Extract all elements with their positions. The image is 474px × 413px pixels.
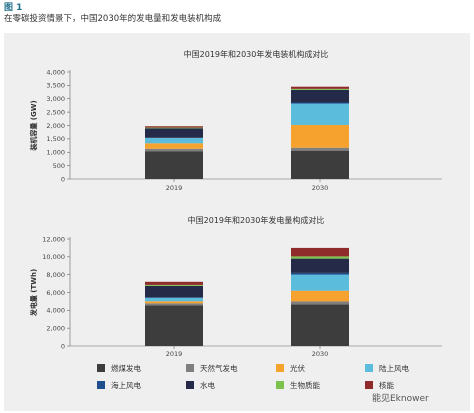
- bar-segment: [291, 102, 349, 104]
- legend-label: 光伏: [290, 363, 305, 373]
- bar-segment: [291, 124, 349, 148]
- y-tick-label: 4,000: [46, 307, 65, 315]
- y-tick-label: 12,000: [42, 235, 65, 243]
- chart-canvas: 中国2019年和2030年发电装机构成对比 0 500 1,000 1,500 2,000…: [29, 49, 442, 404]
- bar-segment: [145, 301, 203, 304]
- legend-label: 生物质能: [290, 380, 320, 390]
- legend-label: 燃煤发电: [111, 363, 141, 373]
- bar-segment: [291, 272, 349, 275]
- y-tick-label: 0: [61, 342, 65, 350]
- x-tick-label: 2019: [166, 350, 183, 358]
- bar-segment: [145, 128, 203, 138]
- figure-label: 图 1: [4, 3, 23, 13]
- bar-segment: [145, 281, 203, 285]
- bar-segment: [145, 126, 203, 128]
- y-axis-label: 发电量 (TWh): [29, 269, 38, 317]
- legend-label: 水电: [200, 380, 215, 390]
- y-tick-label: 2,000: [46, 324, 65, 332]
- capacity-chart: 中国2019年和2030年发电装机构成对比 0 500 1,000 1,500 2,000…: [29, 49, 442, 192]
- bar-segment: [291, 304, 349, 346]
- legend-swatch: [97, 364, 105, 372]
- y-tick-label: 4,000: [46, 68, 65, 76]
- legend-swatch: [276, 381, 284, 389]
- bar-segment: [145, 284, 203, 286]
- bar-segment: [291, 86, 349, 89]
- y-tick-label: 2,000: [46, 122, 65, 130]
- bar-segment: [145, 303, 203, 306]
- y-tick-label: 1,000: [46, 149, 65, 157]
- bar-segment: [145, 297, 203, 302]
- y-tick-label: 3,000: [46, 95, 65, 103]
- bar-segment: [291, 147, 349, 151]
- y-axis-label: 装机容量 (GW): [29, 100, 38, 151]
- x-tick-label: 2030: [312, 184, 329, 192]
- x-tick-label: 2019: [166, 184, 183, 192]
- legend-label: 核能: [379, 380, 394, 390]
- y-tick-label: 2,500: [46, 108, 65, 116]
- bar-segment: [291, 88, 349, 90]
- bar-segment: [291, 89, 349, 103]
- y-tick-label: 500: [53, 162, 65, 170]
- bar-segment: [291, 247, 349, 257]
- y-tick-label: 0: [61, 175, 65, 183]
- y-tick-label: 3,500: [46, 82, 65, 90]
- chart-title: 中国2019年和2030年发电量构成对比: [188, 215, 325, 225]
- legend-swatch: [186, 364, 194, 372]
- bar-segment: [291, 150, 349, 179]
- legend-label: 海上风电: [111, 380, 141, 390]
- legend-swatch: [365, 381, 373, 389]
- bar-segment: [291, 290, 349, 302]
- bar-segment: [291, 274, 349, 291]
- legend-label: 陆上风电: [379, 363, 409, 373]
- bar-segment: [145, 137, 203, 144]
- bar-segment: [291, 258, 349, 273]
- bar-segment: [145, 127, 203, 129]
- bar-segment: [145, 143, 203, 149]
- chart-panel: 中国2019年和2030年发电装机构成对比 0 500 1,000 1,500 2,000…: [4, 33, 470, 411]
- y-tick-label: 8,000: [46, 271, 65, 279]
- legend-swatch: [186, 381, 194, 389]
- watermark-text: 能见Eknower: [372, 392, 429, 404]
- legend-swatch: [276, 364, 284, 372]
- y-tick-label: 6,000: [46, 289, 65, 297]
- legend-label: 天然气发电: [200, 363, 238, 373]
- bar-segment: [291, 256, 349, 259]
- figure-caption: 在零碳投资情景下，中国2030年的发电量和发电装机构成: [4, 14, 222, 24]
- legend-swatch: [365, 364, 373, 372]
- bar-segment: [145, 151, 203, 179]
- generation-chart: 中国2019年和2030年发电量构成对比 0 2,000 4,000 6,000 8,00…: [29, 215, 442, 358]
- bar-segment: [145, 148, 203, 152]
- bar-segment: [291, 103, 349, 125]
- y-tick-label: 1,500: [46, 135, 65, 143]
- bar-segment: [145, 305, 203, 346]
- y-tick-label: 10,000: [42, 253, 65, 261]
- bar-segment: [291, 301, 349, 305]
- legend-swatch: [97, 381, 105, 389]
- x-tick-label: 2030: [312, 350, 329, 358]
- bar-segment: [145, 285, 203, 298]
- chart-title: 中国2019年和2030年发电装机构成对比: [184, 49, 329, 59]
